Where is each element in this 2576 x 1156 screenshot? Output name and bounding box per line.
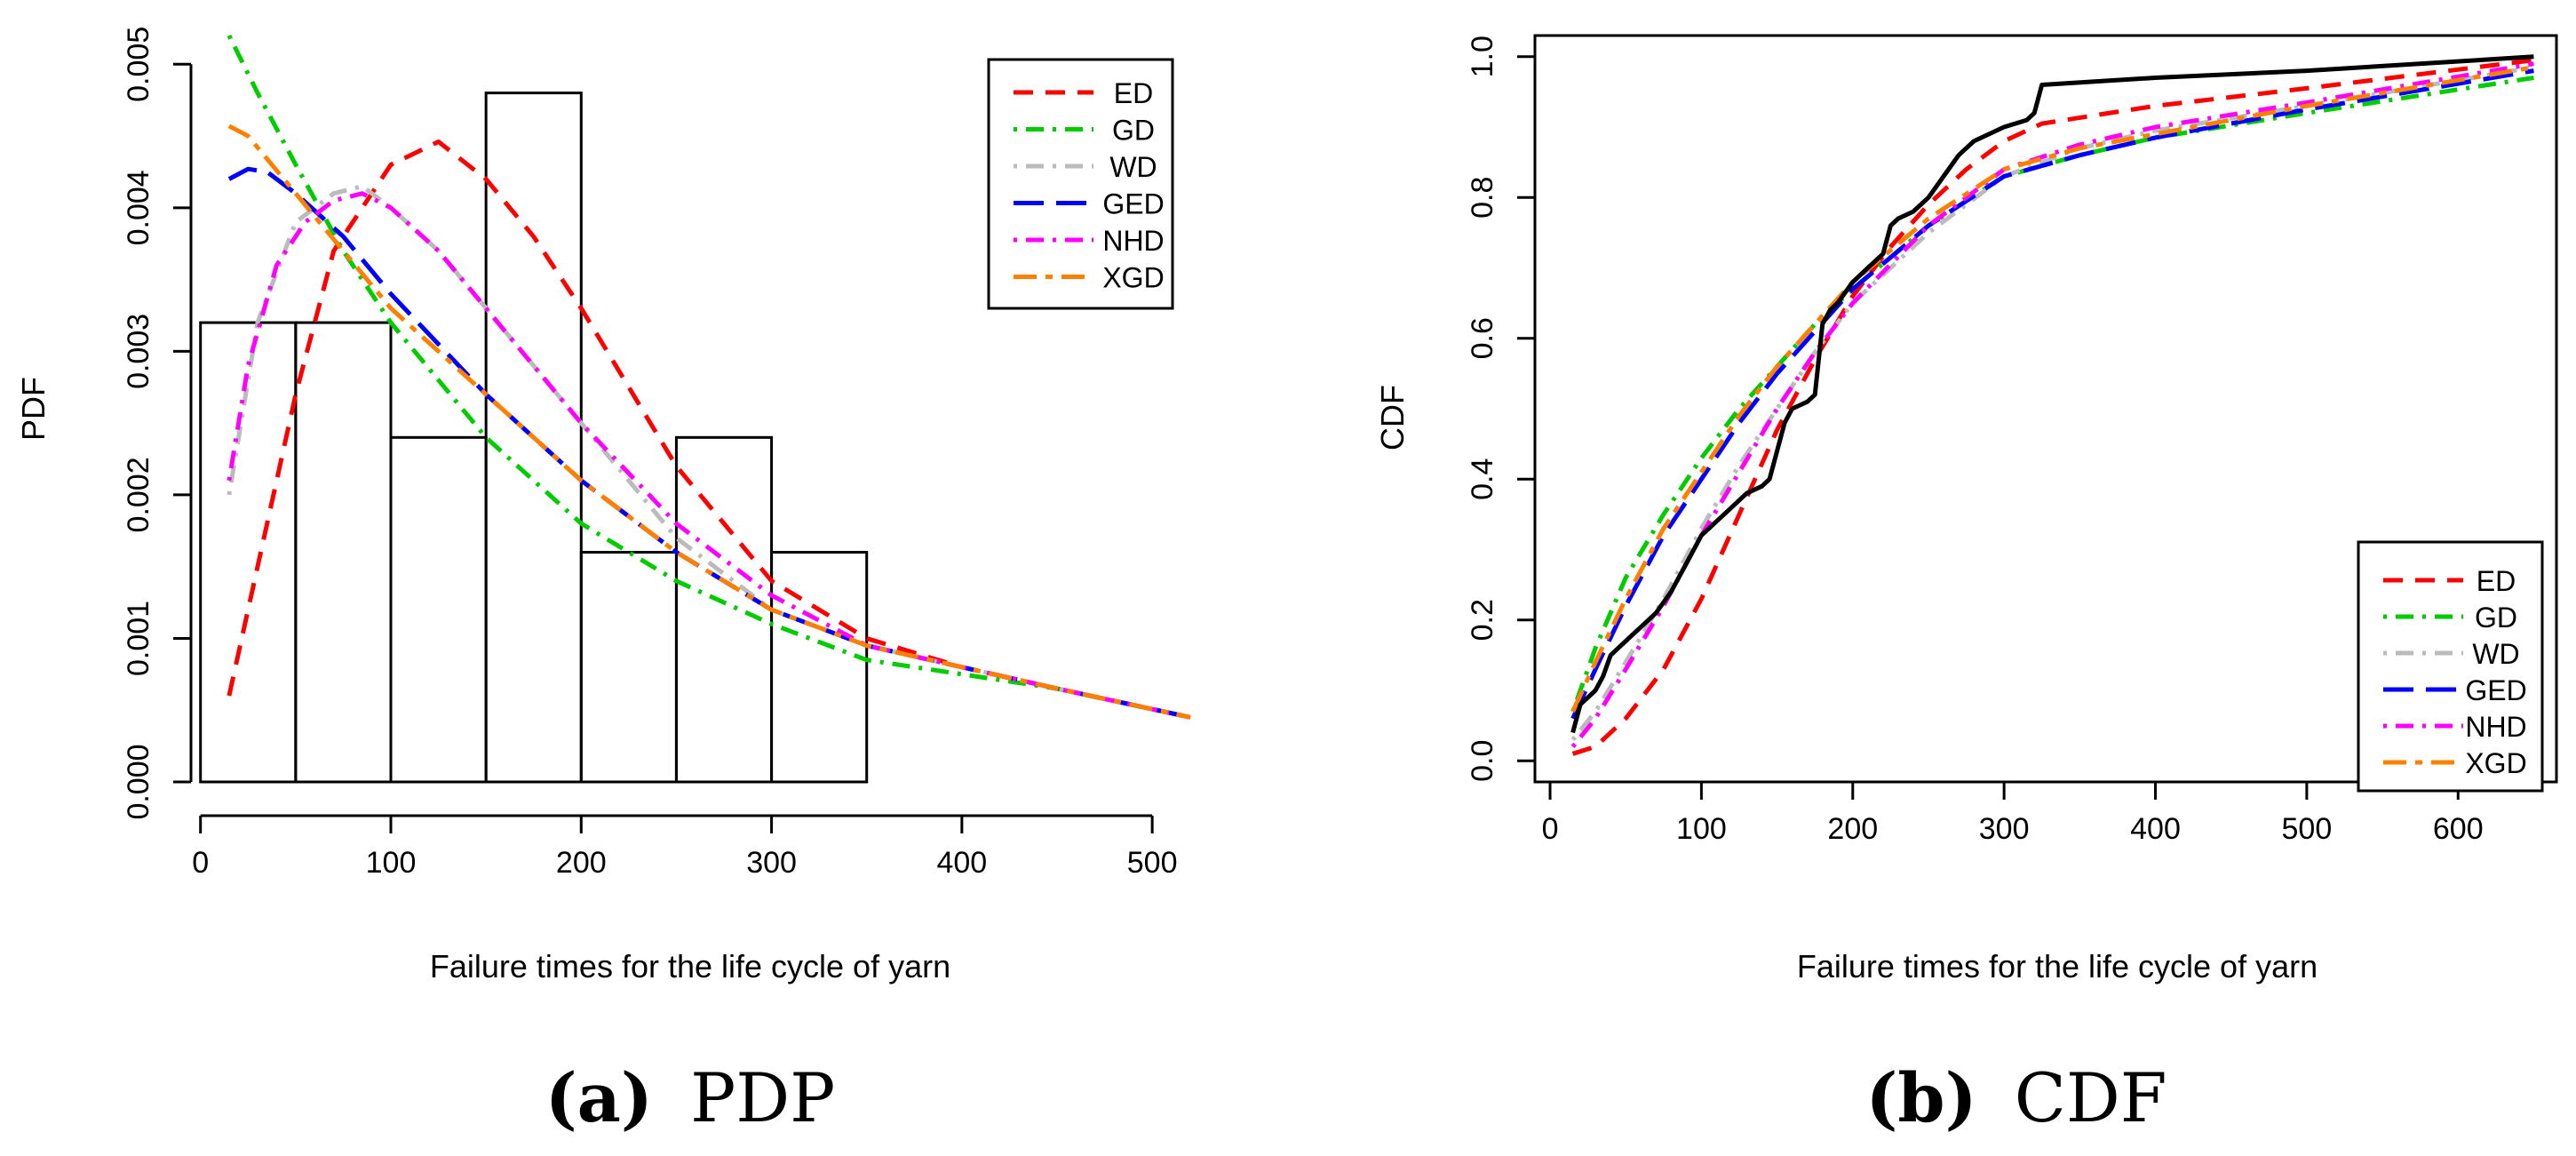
panel-b-series-xgd xyxy=(1570,65,2534,713)
panel-a-y-tick-label: 0.003 xyxy=(122,314,155,389)
panel-a-legend-label-gd: GD xyxy=(1112,115,1155,147)
panel-a-series-ed xyxy=(227,140,1191,720)
panel-a-caption-letter: (a) xyxy=(545,1058,653,1137)
panel-b-caption-letter: (b) xyxy=(1865,1058,1976,1137)
panel-a-legend: ED GD WD GED NHD XGD xyxy=(987,58,1174,310)
panel-b-legend-label-wd: WD xyxy=(2472,638,2519,670)
panel-b-series-empirical xyxy=(1570,54,2534,734)
panel-a-x-tick-label: 0 xyxy=(192,846,209,880)
panel-b-series-group xyxy=(1570,54,2534,756)
panel-a-histogram-bar xyxy=(579,551,678,784)
panel-b-x-tick-label: 200 xyxy=(1827,812,1878,846)
panel-a-histogram-bar xyxy=(389,435,488,784)
panel-b-legend-label-ged: GED xyxy=(2465,674,2526,706)
panel-b-y-axis: 0.0 0.2 0.4 0.6 0.8 1.0 xyxy=(1466,36,1535,782)
panel-b: 0 100 200 300 400 500 600 0.0 0.2 0.4 0.6 0.8 1.0 F… xyxy=(1374,34,2558,1137)
panel-a-series-gd xyxy=(227,34,1191,720)
panel-b-y-axis-label: CDF xyxy=(1374,385,1411,450)
panel-b-y-tick-label: 0.0 xyxy=(1466,740,1499,782)
panel-b-x-tick-label: 600 xyxy=(2433,812,2484,846)
panel-a-histogram-bar xyxy=(294,321,393,784)
panel-b-x-axis: 0 100 200 300 400 500 600 xyxy=(1542,782,2484,846)
panel-a-y-axis: 0.000 0.001 0.002 0.003 0.004 0.005 xyxy=(122,27,193,820)
panel-a-x-axis: 0 100 200 300 400 500 xyxy=(192,814,1178,880)
panel-b-series-wd xyxy=(1570,65,2534,742)
panel-a-histogram-bar xyxy=(770,551,869,784)
panel-a-series-xgd xyxy=(227,124,1191,720)
panel-b-y-tick-label: 0.8 xyxy=(1466,177,1499,219)
panel-a-legend-box xyxy=(987,58,1174,310)
panel-a-y-tick-label: 0.001 xyxy=(122,601,155,676)
panel-b-legend-box xyxy=(2357,540,2544,793)
panel-a: 0 100 200 300 400 500 0.0000.0010.0020.0030.0… xyxy=(15,27,1191,1137)
panel-a-histogram-bar xyxy=(484,92,583,784)
panel-a-x-tick-label: 500 xyxy=(1127,846,1178,880)
panel-a-legend-label-xgd: XGD xyxy=(1102,262,1164,294)
panel-b-legend-label-gd: GD xyxy=(2475,602,2517,634)
panel-a-x-tick-label: 400 xyxy=(936,846,987,880)
panel-b-legend: ED GD WD GED NHD XGD xyxy=(2357,540,2544,793)
panel-b-x-tick-label: 500 xyxy=(2282,812,2333,846)
panel-b-caption-text: CDF xyxy=(2015,1058,2167,1137)
panel-a-legend-label-ed: ED xyxy=(1114,77,1153,109)
panel-a-y-axis-label: PDF xyxy=(15,377,52,441)
panel-a-caption: (a) PDP xyxy=(545,1058,836,1137)
panel-b-x-tick-label: 0 xyxy=(1542,812,1559,846)
panel-a-histogram-bar xyxy=(674,435,774,784)
panel-a-x-tick-label: 100 xyxy=(366,846,417,880)
panel-a-y-tick-label: 0.000 xyxy=(122,744,155,819)
panel-b-y-tick-label: 0.6 xyxy=(1466,317,1499,359)
panel-b-caption: (b) CDF xyxy=(1865,1058,2167,1137)
panel-a-histogram xyxy=(199,92,869,784)
panel-a-x-tick-label: 300 xyxy=(746,846,797,880)
panel-a-x-tick-label: 200 xyxy=(556,846,607,880)
panel-a-x-axis-label: Failure times for the life cycle of yarn xyxy=(430,948,950,985)
panel-b-x-tick-label: 400 xyxy=(2130,812,2181,846)
panel-b-plot-box xyxy=(1533,34,2558,784)
panel-a-caption-text: PDP xyxy=(690,1058,835,1137)
panel-b-x-tick-label: 100 xyxy=(1676,812,1727,846)
panel-a-y-tick-label: 0.005 xyxy=(122,27,155,102)
panel-b-legend-label-xgd: XGD xyxy=(2465,747,2526,779)
panel-b-x-axis-label: Failure times for the life cycle of yarn xyxy=(1797,948,2318,985)
panel-a-legend-label-ged: GED xyxy=(1102,188,1164,220)
panel-b-y-tick-label: 1.0 xyxy=(1466,36,1499,77)
panel-a-series-ged xyxy=(227,166,1191,720)
panel-b-x-tick-label: 300 xyxy=(1979,812,2030,846)
panel-a-legend-label-wd: WD xyxy=(1109,151,1157,183)
panel-a-legend-label-nhd: NHD xyxy=(1102,225,1164,257)
panel-a-series-group xyxy=(227,34,1191,720)
panel-a-y-tick-label: 0.004 xyxy=(122,170,155,245)
panel-b-series-ged xyxy=(1570,68,2534,720)
panel-b-y-tick-label: 0.4 xyxy=(1466,458,1499,500)
panel-b-y-tick-label: 0.2 xyxy=(1466,599,1499,641)
panel-b-series-nhd xyxy=(1570,61,2534,748)
panel-b-legend-label-ed: ED xyxy=(2477,565,2516,597)
panel-a-y-tick-label: 0.002 xyxy=(122,457,155,532)
panel-b-series-ed xyxy=(1571,58,2534,756)
panel-b-legend-label-nhd: NHD xyxy=(2465,711,2526,743)
